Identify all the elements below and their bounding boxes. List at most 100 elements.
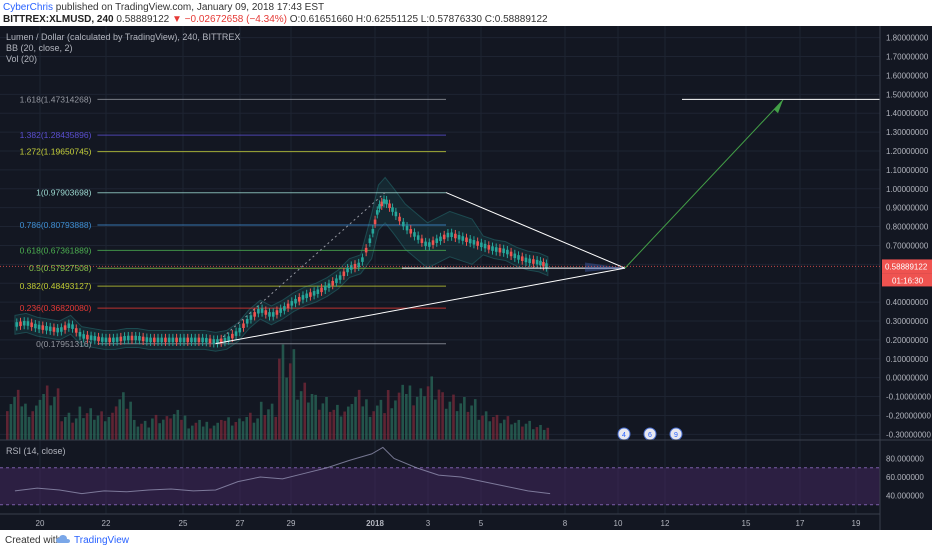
candle-body: [545, 263, 548, 268]
candle-body: [435, 238, 439, 243]
y-tick-label: 0.40000000: [886, 298, 929, 307]
volume-bars: [6, 344, 550, 440]
candle-body: [361, 257, 364, 262]
triangle-lower-trendline: [215, 267, 626, 345]
author-link[interactable]: CyberChris: [3, 2, 54, 13]
y-tick-label: -0.20000000: [886, 411, 931, 420]
candle-body: [532, 259, 535, 264]
candle-body: [380, 201, 384, 207]
volume-bar: [24, 403, 27, 440]
volume-bar: [249, 412, 252, 440]
candle-body: [249, 315, 253, 320]
volume-bar: [241, 421, 245, 440]
candle-body: [520, 256, 524, 261]
event-badge-label: 4: [622, 432, 626, 439]
volume-bar: [539, 424, 542, 440]
x-tick-label: 12: [661, 519, 670, 528]
volume-bar: [285, 377, 288, 440]
rsi-pane: [0, 446, 880, 506]
volume-bar: [183, 415, 187, 440]
candle-body: [126, 335, 130, 341]
volume-bar: [546, 427, 550, 440]
candle-body: [74, 328, 78, 333]
volume-bar: [423, 396, 426, 440]
tradingview-brand[interactable]: TradingView: [74, 535, 130, 546]
y-tick-label: 1.70000000: [886, 53, 929, 62]
candle-body: [385, 199, 388, 205]
volume-bar: [234, 422, 238, 440]
volume-bar: [154, 414, 158, 440]
candle-body: [398, 216, 401, 222]
candle-body: [216, 339, 219, 344]
volume-bar: [107, 417, 111, 440]
volume-bar: [143, 420, 147, 440]
candle-body: [394, 211, 398, 217]
bollinger-bands: [14, 176, 549, 352]
volume-bar: [368, 416, 372, 440]
y-tick-label: 0.90000000: [886, 204, 929, 213]
volume-bar: [452, 394, 455, 440]
candle-body: [45, 325, 48, 331]
candle-body: [342, 271, 346, 277]
candle-body: [63, 325, 67, 330]
volume-bar: [20, 406, 24, 440]
event-badge-label: 6: [648, 432, 652, 439]
x-tick-label: 3: [426, 519, 431, 528]
fibonacci-retracement: 1.618(1.47314268) 1.382(1.28435896) 1.272(…: [20, 94, 446, 349]
volume-bar: [270, 403, 274, 440]
volume-bar: [180, 419, 183, 440]
candle-body: [167, 337, 171, 343]
candle-body: [349, 265, 353, 270]
candle-body: [323, 285, 327, 291]
event-badge-label: 9: [674, 432, 678, 439]
volume-bar: [299, 391, 303, 440]
candle-body: [56, 327, 59, 333]
candle-body: [197, 337, 201, 343]
x-tick-label: 15: [742, 519, 751, 528]
chart-area[interactable]: 1.618(1.47314268) 1.382(1.28435896) 1.272(…: [0, 26, 932, 530]
y-tick-label: 1.40000000: [886, 109, 929, 118]
candle-body: [34, 323, 37, 329]
candle-body: [260, 308, 264, 313]
candle-body: [231, 333, 234, 339]
volume-bar: [513, 422, 517, 440]
ohlc-values: O:0.61651660 H:0.62551125 L:0.57876330 C…: [289, 14, 548, 25]
volume-bar: [13, 396, 16, 440]
fib-level-label: 0.618(0.67361889): [20, 245, 92, 255]
candle-body: [253, 312, 256, 317]
candle-body: [535, 259, 539, 265]
candle-body: [294, 298, 297, 304]
candle-body: [371, 229, 375, 234]
header-line-quote: BITTREX:XLMUSD, 240 0.58889122 ▼ −0.0267…: [3, 14, 548, 25]
rsi-legend[interactable]: RSI (14, close): [6, 446, 66, 456]
vol-legend[interactable]: Vol (20): [6, 54, 38, 64]
y-tick-label: 1.10000000: [886, 166, 929, 175]
volume-bar: [118, 399, 122, 440]
volume-bar: [455, 411, 459, 440]
candle-body: [446, 232, 450, 238]
breakout-arrow-line: [624, 99, 784, 269]
candle-body: [89, 335, 93, 340]
volume-bar: [100, 411, 103, 440]
candle-body: [331, 280, 334, 286]
candle-body: [346, 267, 349, 273]
fib-level-label: 0.786(0.80793888): [20, 220, 92, 230]
volume-bar: [194, 422, 198, 440]
volume-bar: [419, 388, 423, 440]
volume-bar: [339, 416, 343, 440]
candle-body: [413, 232, 416, 237]
candle-body: [316, 289, 320, 294]
volume-bar: [35, 405, 38, 440]
publish-info: published on TradingView.com, January 09…: [55, 2, 325, 13]
fib-level-label: 1(0.97903698): [36, 188, 91, 198]
last-price: 0.58889122: [116, 14, 170, 25]
tradingview-cloud-icon: [56, 534, 70, 543]
y-tick-label: 1.20000000: [886, 147, 929, 156]
candle-body: [234, 331, 238, 336]
candle-body: [242, 323, 245, 328]
chart-svg: 1.618(1.47314268) 1.382(1.28435896) 1.272(…: [0, 26, 932, 530]
bb-legend[interactable]: BB (20, close, 2): [6, 43, 73, 53]
last-price-tag: [882, 259, 932, 274]
volume-bar: [212, 425, 216, 440]
candle-body: [283, 306, 286, 311]
